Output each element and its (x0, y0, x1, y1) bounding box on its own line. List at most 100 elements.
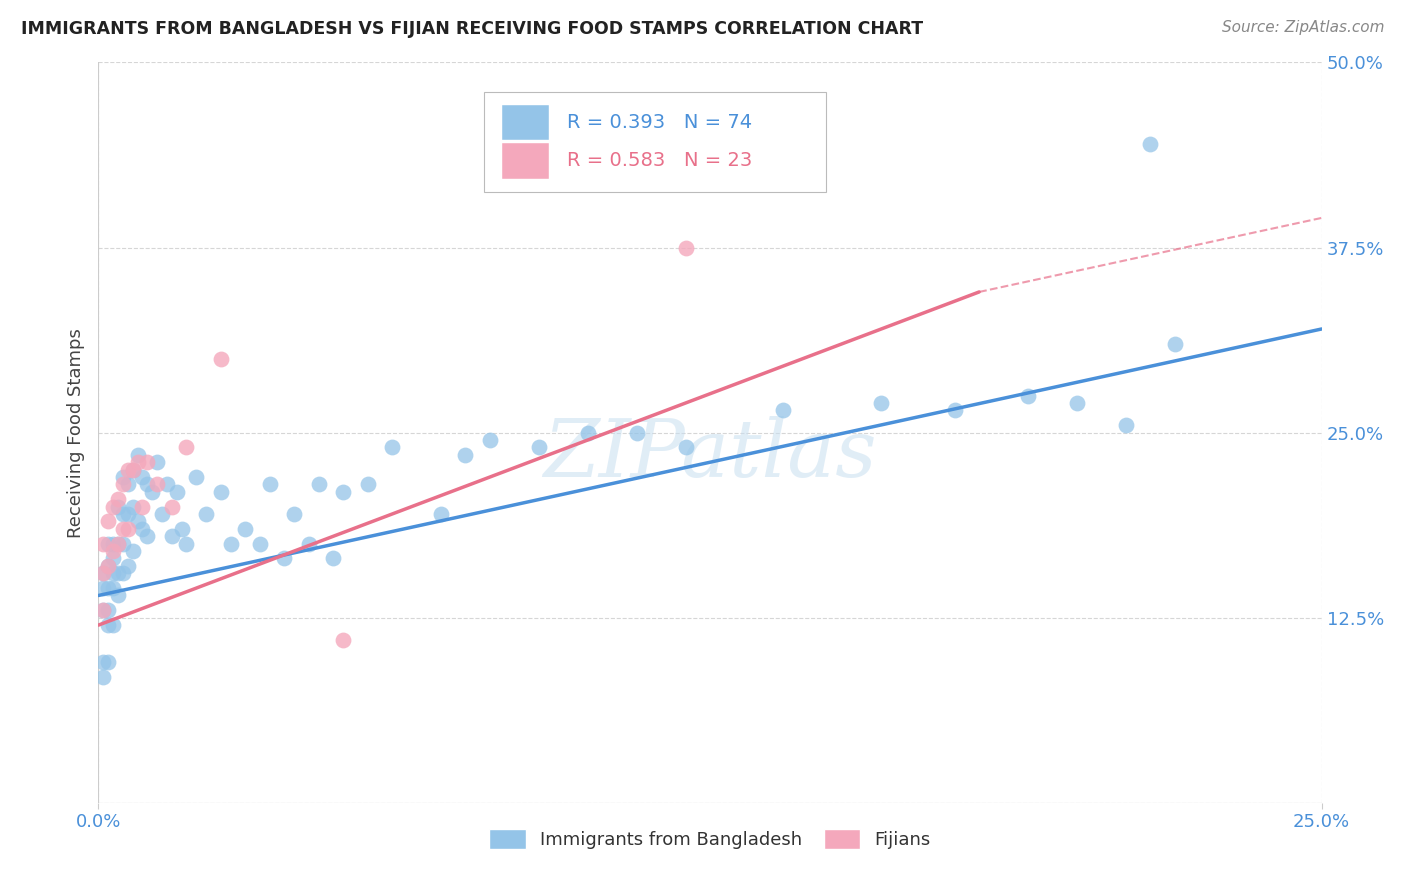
Point (150, 507, 173, 521)
Point (121, 462, 143, 476)
Point (111, 566, 134, 581)
Point (1139, 136, 1161, 151)
Point (111, 470, 134, 484)
Point (97, 655, 120, 669)
Point (117, 477, 139, 491)
Point (273, 551, 295, 566)
Point (111, 477, 134, 491)
Point (170, 522, 193, 536)
Point (97, 618, 120, 632)
Point (121, 500, 143, 514)
Point (131, 522, 153, 536)
Point (675, 441, 697, 455)
Point (127, 515, 149, 529)
Text: R = 0.583   N = 23: R = 0.583 N = 23 (567, 152, 752, 170)
Point (454, 448, 477, 462)
Point (111, 522, 134, 536)
Point (156, 477, 179, 491)
FancyBboxPatch shape (484, 92, 827, 192)
Point (298, 536, 321, 550)
Point (107, 492, 129, 507)
Bar (502, 143, 548, 178)
Text: IMMIGRANTS FROM BANGLADESH VS FIJIAN RECEIVING FOOD STAMPS CORRELATION CHART: IMMIGRANTS FROM BANGLADESH VS FIJIAN REC… (21, 20, 924, 37)
Point (117, 462, 139, 476)
Point (91, 566, 114, 581)
Point (121, 544, 143, 558)
Point (1115, 418, 1137, 433)
Point (675, 240, 697, 255)
Point (97, 558, 120, 573)
Point (195, 507, 218, 521)
Point (308, 477, 330, 491)
Point (146, 477, 169, 491)
Point (131, 500, 153, 514)
Point (870, 396, 893, 410)
Point (97, 558, 120, 573)
Point (91, 581, 114, 595)
Point (111, 536, 134, 550)
Point (322, 551, 344, 566)
Point (772, 403, 794, 417)
Bar (502, 104, 548, 140)
Point (249, 536, 271, 550)
Point (107, 536, 129, 550)
Text: R = 0.393   N = 74: R = 0.393 N = 74 (567, 113, 752, 132)
Point (356, 477, 378, 491)
Text: ZIPatlas: ZIPatlas (543, 416, 877, 493)
Point (478, 433, 501, 447)
Point (1164, 336, 1187, 351)
Point (101, 536, 124, 550)
Point (141, 484, 163, 499)
Point (111, 507, 134, 521)
Point (136, 477, 159, 491)
Point (146, 455, 169, 469)
Point (101, 581, 124, 595)
Point (107, 589, 129, 603)
Point (91, 603, 114, 617)
Point (332, 484, 354, 499)
Point (91, 536, 114, 550)
Point (943, 403, 966, 417)
Point (91, 670, 114, 684)
Point (97, 536, 120, 550)
Text: Source: ZipAtlas.com: Source: ZipAtlas.com (1222, 20, 1385, 35)
Point (381, 441, 404, 455)
Point (626, 425, 648, 440)
Point (127, 455, 149, 469)
Point (101, 566, 124, 581)
Point (107, 500, 129, 514)
Point (259, 477, 281, 491)
Point (91, 603, 114, 617)
Point (160, 500, 183, 514)
Point (166, 484, 188, 499)
Point (131, 470, 153, 484)
Point (107, 536, 129, 550)
Point (97, 581, 120, 595)
Point (209, 484, 232, 499)
Point (1017, 388, 1039, 402)
Point (101, 544, 124, 558)
Point (101, 618, 124, 632)
Point (97, 515, 120, 529)
Point (91, 566, 114, 581)
Point (101, 551, 124, 566)
Point (121, 462, 143, 476)
Point (219, 536, 242, 550)
Point (91, 655, 114, 669)
Point (233, 522, 256, 536)
Point (176, 441, 198, 455)
Point (283, 507, 305, 521)
Point (176, 536, 198, 550)
Point (101, 500, 124, 514)
Point (430, 507, 453, 521)
Point (527, 441, 550, 455)
Point (136, 455, 159, 469)
Point (576, 425, 599, 440)
Point (160, 529, 183, 543)
Legend: Immigrants from Bangladesh, Fijians: Immigrants from Bangladesh, Fijians (482, 822, 938, 856)
Point (209, 351, 232, 366)
Point (117, 558, 139, 573)
Point (117, 507, 139, 521)
Point (332, 632, 354, 647)
Point (107, 566, 129, 581)
